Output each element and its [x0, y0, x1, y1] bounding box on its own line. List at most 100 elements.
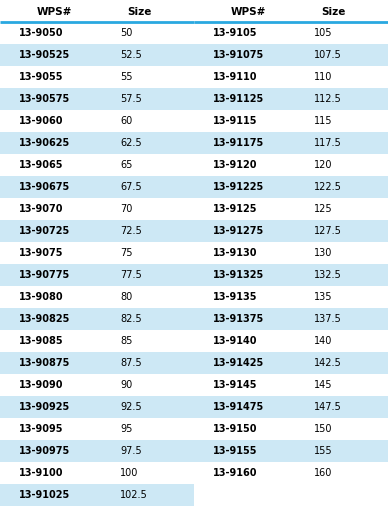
Text: 13-90825: 13-90825 [19, 314, 71, 324]
Text: 147.5: 147.5 [314, 402, 342, 412]
Text: 130: 130 [314, 248, 333, 258]
Text: 13-9150: 13-9150 [213, 424, 258, 434]
Text: 13-9110: 13-9110 [213, 72, 258, 82]
Text: 13-91125: 13-91125 [213, 94, 265, 104]
Text: 125: 125 [314, 204, 333, 214]
Text: 13-91325: 13-91325 [213, 270, 265, 280]
Text: 105: 105 [314, 28, 333, 38]
Bar [194, 440, 388, 462]
Text: 13-9070: 13-9070 [19, 204, 64, 214]
Bar [194, 220, 388, 242]
Text: 62.5: 62.5 [120, 138, 142, 148]
Text: 77.5: 77.5 [120, 270, 142, 280]
Bar [194, 396, 388, 418]
Text: 13-9055: 13-9055 [19, 72, 64, 82]
Text: 87.5: 87.5 [120, 358, 142, 368]
Text: 13-9100: 13-9100 [19, 468, 64, 478]
Bar [194, 176, 388, 198]
Text: 13-9115: 13-9115 [213, 116, 258, 126]
Text: 142.5: 142.5 [314, 358, 342, 368]
Text: 13-90675: 13-90675 [19, 182, 71, 192]
Text: 112.5: 112.5 [314, 94, 342, 104]
Bar [0, 132, 194, 154]
Text: 13-9140: 13-9140 [213, 336, 258, 346]
Bar [194, 132, 388, 154]
Text: 95: 95 [120, 424, 133, 434]
Text: 135: 135 [314, 292, 333, 302]
Text: 13-91225: 13-91225 [213, 182, 265, 192]
Text: 80: 80 [120, 292, 133, 302]
Text: 13-91475: 13-91475 [213, 402, 265, 412]
Text: 102.5: 102.5 [120, 490, 148, 500]
Text: 122.5: 122.5 [314, 182, 342, 192]
Text: 13-9145: 13-9145 [213, 380, 258, 390]
Text: 13-90975: 13-90975 [19, 446, 71, 456]
Text: 85: 85 [120, 336, 133, 346]
Text: 13-90925: 13-90925 [19, 402, 71, 412]
Text: 107.5: 107.5 [314, 50, 342, 60]
Text: 13-9130: 13-9130 [213, 248, 258, 258]
Text: 90: 90 [120, 380, 133, 390]
Text: 50: 50 [120, 28, 133, 38]
Text: 13-9095: 13-9095 [19, 424, 64, 434]
Text: 13-90875: 13-90875 [19, 358, 71, 368]
Text: 13-9085: 13-9085 [19, 336, 64, 346]
Bar [0, 88, 194, 110]
Text: 13-9155: 13-9155 [213, 446, 258, 456]
Bar [194, 88, 388, 110]
Bar [0, 308, 194, 330]
Text: 60: 60 [120, 116, 133, 126]
Text: 145: 145 [314, 380, 333, 390]
Text: 137.5: 137.5 [314, 314, 342, 324]
Text: 100: 100 [120, 468, 139, 478]
Text: WPS#: WPS# [230, 7, 266, 17]
Text: 13-9090: 13-9090 [19, 380, 64, 390]
Text: 140: 140 [314, 336, 333, 346]
Bar [194, 308, 388, 330]
Bar [194, 264, 388, 286]
Bar [0, 176, 194, 198]
Text: 13-90525: 13-90525 [19, 50, 71, 60]
Bar [194, 352, 388, 374]
Text: 115: 115 [314, 116, 333, 126]
Text: 13-9160: 13-9160 [213, 468, 258, 478]
Text: 67.5: 67.5 [120, 182, 142, 192]
Text: 132.5: 132.5 [314, 270, 342, 280]
Text: 150: 150 [314, 424, 333, 434]
Bar [194, 44, 388, 66]
Text: Size: Size [128, 7, 152, 17]
Text: 97.5: 97.5 [120, 446, 142, 456]
Text: 13-9060: 13-9060 [19, 116, 64, 126]
Text: 155: 155 [314, 446, 333, 456]
Text: 117.5: 117.5 [314, 138, 342, 148]
Text: WPS#: WPS# [36, 7, 72, 17]
Text: 92.5: 92.5 [120, 402, 142, 412]
Text: 13-91375: 13-91375 [213, 314, 265, 324]
Text: 70: 70 [120, 204, 133, 214]
Text: 13-9065: 13-9065 [19, 160, 64, 170]
Text: 65: 65 [120, 160, 133, 170]
Text: 13-9105: 13-9105 [213, 28, 258, 38]
Text: 160: 160 [314, 468, 333, 478]
Bar [0, 396, 194, 418]
Text: 13-91425: 13-91425 [213, 358, 265, 368]
Bar [0, 440, 194, 462]
Text: 127.5: 127.5 [314, 226, 342, 236]
Text: Size: Size [322, 7, 346, 17]
Bar [0, 44, 194, 66]
Text: 13-9120: 13-9120 [213, 160, 258, 170]
Bar [0, 220, 194, 242]
Text: 13-90625: 13-90625 [19, 138, 71, 148]
Text: 57.5: 57.5 [120, 94, 142, 104]
Bar [0, 484, 194, 506]
Text: 13-91075: 13-91075 [213, 50, 265, 60]
Text: 82.5: 82.5 [120, 314, 142, 324]
Text: 72.5: 72.5 [120, 226, 142, 236]
Text: 52.5: 52.5 [120, 50, 142, 60]
Text: 13-90775: 13-90775 [19, 270, 71, 280]
Text: 13-9080: 13-9080 [19, 292, 64, 302]
Text: 13-91175: 13-91175 [213, 138, 265, 148]
Text: 55: 55 [120, 72, 133, 82]
Text: 110: 110 [314, 72, 333, 82]
Text: 13-91025: 13-91025 [19, 490, 71, 500]
